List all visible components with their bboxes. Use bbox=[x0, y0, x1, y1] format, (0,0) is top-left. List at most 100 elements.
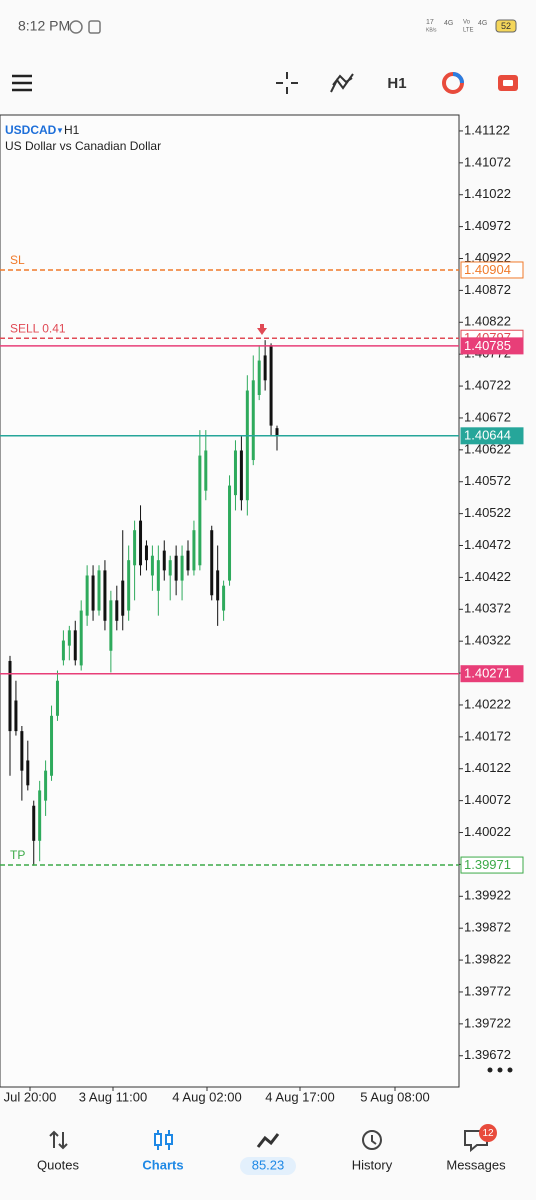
y-tick-label: 1.39872 bbox=[464, 920, 511, 935]
candle-body bbox=[44, 770, 48, 801]
trade-icon bbox=[256, 1133, 280, 1148]
price-tag-label: 1.40904 bbox=[464, 262, 511, 277]
candle-body bbox=[275, 428, 279, 436]
status-volte: Vo bbox=[463, 20, 471, 26]
candle-body bbox=[50, 715, 54, 776]
candle-body bbox=[168, 560, 172, 576]
y-tick-label: 1.39672 bbox=[464, 1047, 511, 1062]
price-tag bbox=[460, 261, 524, 279]
candle-body bbox=[115, 600, 119, 621]
candle-body bbox=[233, 450, 237, 496]
crosshair-button[interactable] bbox=[276, 72, 298, 94]
status-lte: LTE bbox=[463, 28, 474, 34]
y-tick-label: 1.40422 bbox=[464, 569, 511, 584]
objects-button[interactable] bbox=[442, 72, 464, 94]
y-tick-label: 1.40972 bbox=[464, 218, 511, 233]
price-tag bbox=[460, 665, 524, 683]
status-icons bbox=[69, 20, 101, 34]
nav-tab[interactable]: 85.23 bbox=[252, 1157, 285, 1172]
subtitle: US Dollar vs Canadian Dollar bbox=[5, 139, 161, 153]
history-icon bbox=[362, 1130, 382, 1150]
y-tick-label: 1.40572 bbox=[464, 473, 511, 488]
x-tick-label: 4 Aug 17:00 bbox=[265, 1089, 334, 1104]
price-level-label: SELL 0.41 bbox=[10, 321, 66, 335]
status-net: 4G bbox=[444, 20, 453, 27]
menu-button[interactable] bbox=[12, 74, 32, 92]
y-tick-label: 1.40872 bbox=[464, 282, 511, 297]
candle-body bbox=[222, 585, 226, 611]
candle-body bbox=[162, 550, 166, 571]
price-tag bbox=[460, 337, 524, 355]
y-tick-label: 1.41122 bbox=[464, 122, 510, 137]
candle-body bbox=[85, 575, 89, 616]
status-net: 4G bbox=[478, 20, 487, 27]
nav-tab[interactable]: Messages bbox=[446, 1157, 506, 1172]
candle-body bbox=[67, 630, 71, 646]
candle-body bbox=[103, 570, 107, 621]
quotes-icon bbox=[49, 1130, 68, 1150]
y-tick-label: 1.40722 bbox=[464, 378, 511, 393]
candle-body bbox=[186, 550, 190, 571]
candle-body bbox=[192, 530, 196, 571]
candle-body bbox=[174, 555, 178, 581]
symbol-caret: ▼ bbox=[56, 126, 64, 135]
y-tick-label: 1.39922 bbox=[464, 888, 511, 903]
candle-body bbox=[109, 600, 113, 651]
balance-pill bbox=[240, 1157, 296, 1175]
candle-body bbox=[180, 555, 184, 581]
badge bbox=[479, 1124, 497, 1142]
y-tick-label: 1.40672 bbox=[464, 409, 511, 424]
trade-button[interactable] bbox=[498, 75, 518, 91]
more-button[interactable] bbox=[487, 1067, 513, 1073]
candle-body bbox=[269, 345, 273, 426]
candle-body bbox=[20, 731, 24, 771]
candle-body bbox=[257, 360, 261, 395]
candle-body bbox=[150, 555, 154, 576]
candle-body bbox=[26, 760, 30, 786]
price-tag bbox=[460, 856, 524, 874]
candle-body bbox=[91, 575, 95, 611]
y-tick-label: 1.41022 bbox=[464, 186, 511, 201]
candle-body bbox=[144, 545, 148, 561]
y-tick-label: 1.40622 bbox=[464, 441, 511, 456]
y-tick-label: 1.40322 bbox=[464, 633, 511, 648]
y-tick-label: 1.40472 bbox=[464, 537, 511, 552]
y-tick-label: 1.40822 bbox=[464, 314, 511, 329]
y-tick-label: 1.40522 bbox=[464, 505, 511, 520]
nav-tab[interactable]: History bbox=[352, 1157, 393, 1172]
timeframe-button[interactable]: H1 bbox=[387, 75, 406, 92]
price-tag-label: 1.40785 bbox=[464, 338, 511, 353]
candle-body bbox=[198, 455, 202, 566]
chart-frame bbox=[0, 114, 460, 1088]
indicators-button[interactable] bbox=[330, 73, 354, 93]
price-tag-label: 1.39971 bbox=[464, 857, 511, 872]
price-tag-label: 1.40271 bbox=[464, 666, 511, 681]
candle-body bbox=[73, 630, 77, 661]
x-tick-label: 4 Aug 02:00 bbox=[172, 1089, 241, 1104]
candle-body bbox=[156, 560, 160, 591]
candle-body bbox=[127, 560, 131, 611]
x-tick-label: 5 Aug 08:00 bbox=[360, 1089, 429, 1104]
candle-body bbox=[204, 450, 208, 491]
candle-body bbox=[38, 790, 42, 841]
candle-body bbox=[139, 520, 143, 566]
chart-timeframe: H1 bbox=[64, 123, 80, 137]
nav-tab[interactable]: Charts bbox=[142, 1157, 183, 1172]
candle-body bbox=[79, 610, 83, 666]
candle-body bbox=[121, 580, 125, 616]
y-tick-label: 1.40072 bbox=[464, 792, 511, 807]
y-tick-label: 1.40922 bbox=[464, 250, 511, 265]
price-level-label: TP bbox=[10, 848, 25, 862]
status-time: 8:12 PM bbox=[18, 18, 70, 34]
y-tick-label: 1.40222 bbox=[464, 696, 511, 711]
price-tag-label: 1.40644 bbox=[464, 428, 511, 443]
candle-body bbox=[14, 700, 18, 732]
status-speed-unit: KB/s bbox=[426, 27, 437, 33]
symbol[interactable]: USDCAD bbox=[5, 123, 57, 137]
y-tick-label: 1.39772 bbox=[464, 983, 511, 998]
x-tick-label: Jul 20:00 bbox=[4, 1089, 57, 1104]
status-speed: 17 bbox=[426, 19, 434, 26]
nav-tab[interactable]: Quotes bbox=[37, 1157, 79, 1172]
